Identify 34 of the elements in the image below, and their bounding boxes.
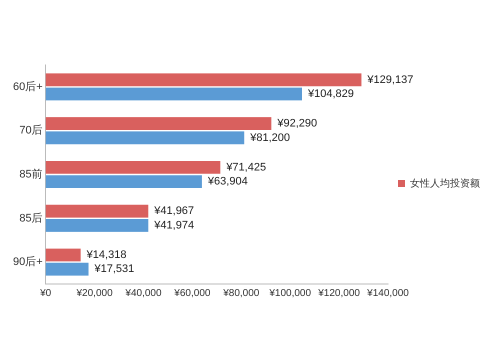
y-tick-label: 60后+ [12, 80, 43, 93]
bar [46, 262, 89, 276]
y-tick-label: 90后+ [12, 255, 43, 268]
data-label: ¥81,200 [249, 132, 290, 144]
legend-label: 女性人均投资额 [410, 177, 480, 190]
x-tick-label: ¥100,000 [268, 288, 312, 299]
data-label: ¥129,137 [366, 74, 414, 86]
y-tick-label: 70后 [19, 124, 43, 137]
x-tick-label: ¥0 [39, 288, 52, 299]
x-tick-label: ¥80,000 [222, 288, 260, 299]
data-label: ¥104,829 [306, 88, 354, 100]
bar [46, 117, 272, 130]
bar [46, 88, 302, 100]
data-label: ¥63,904 [206, 176, 248, 188]
data-label: ¥71,425 [225, 161, 266, 174]
data-label: ¥41,974 [153, 219, 194, 232]
x-tick-label: ¥60,000 [173, 288, 211, 299]
bar [46, 219, 148, 232]
bar [46, 160, 220, 174]
y-tick-label: 85前 [19, 168, 43, 181]
x-tick-label: ¥140,000 [366, 288, 410, 299]
bar [46, 248, 81, 262]
bar [46, 131, 244, 144]
data-label: ¥41,967 [153, 205, 194, 218]
data-label: ¥14,318 [86, 249, 126, 262]
bar [46, 73, 362, 86]
x-tick-label: ¥40,000 [124, 288, 162, 299]
x-tick-label: ¥120,000 [317, 288, 360, 299]
bar [46, 204, 148, 218]
y-tick-label: 85后 [19, 211, 43, 224]
x-tick-label: ¥20,000 [75, 288, 114, 299]
bar [46, 175, 202, 188]
data-label: ¥92,290 [276, 118, 318, 130]
data-label: ¥17,531 [94, 263, 134, 276]
